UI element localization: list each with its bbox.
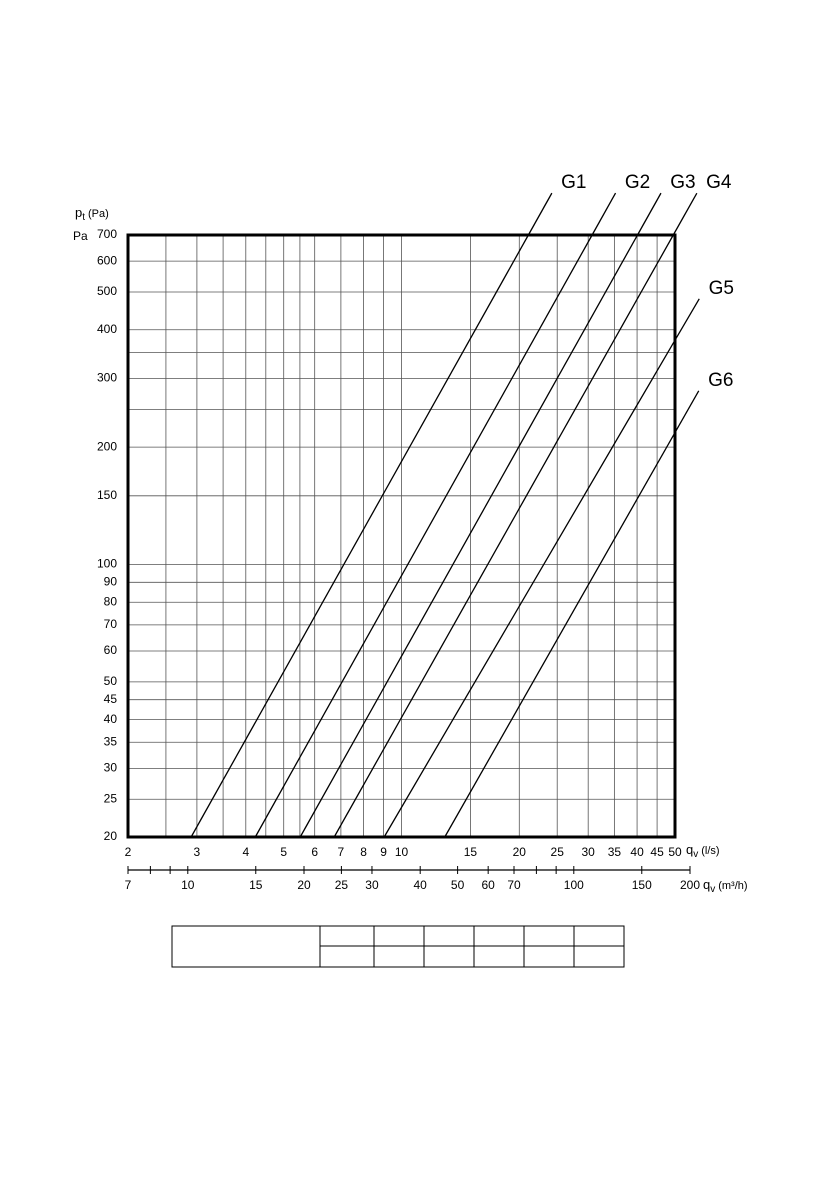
y-tick-label: 90 — [104, 574, 118, 588]
y-unit: Pa — [73, 229, 88, 243]
x2-tick-label: 25 — [335, 878, 349, 892]
y-tick-label: 25 — [104, 791, 118, 805]
x2-tick-label: 15 — [249, 878, 263, 892]
series-leader — [591, 192, 617, 236]
x-tick-label: 7 — [338, 845, 345, 859]
series-label: G2 — [625, 172, 650, 193]
y-tick-label: 700 — [97, 227, 117, 241]
axis-unit: (m³/h) — [718, 880, 747, 892]
series-line — [383, 339, 676, 838]
x2-tick-label: 70 — [507, 878, 521, 892]
x2-tick-label: 10 — [181, 878, 195, 892]
series-line — [190, 234, 529, 838]
series-label: G5 — [709, 278, 734, 299]
series-line — [444, 432, 676, 838]
y-tick-label: 600 — [97, 253, 117, 267]
axis-subscript: t — [82, 212, 85, 223]
axis-symbol: q — [703, 877, 710, 892]
x-tick-label: 45 — [650, 845, 664, 859]
x-tick-label: 15 — [464, 845, 478, 859]
plot-frame — [126, 233, 677, 839]
series-label: G6 — [708, 370, 733, 391]
series-line — [333, 234, 674, 838]
x-tick-label: 10 — [395, 845, 409, 859]
y-tick-label: 50 — [104, 674, 118, 688]
x2-tick-label: 7 — [125, 878, 132, 892]
y-tick-label: 70 — [104, 617, 118, 631]
x-tick-label: 8 — [360, 845, 367, 859]
series-line — [299, 234, 639, 838]
x2-tick-label: 40 — [414, 878, 428, 892]
series-line — [254, 234, 593, 838]
axis-unit: (Pa) — [88, 208, 109, 220]
y-tick-label: 35 — [104, 734, 118, 748]
x-tick-label: 3 — [194, 845, 201, 859]
y-tick-label: 400 — [97, 322, 117, 336]
y-tick-label: 300 — [97, 371, 117, 385]
x-tick-label: 50 — [668, 845, 682, 859]
y-tick-label: 150 — [97, 488, 117, 502]
axis-label: qv (l/s) — [686, 842, 720, 859]
axis-label: pt (Pa) — [75, 205, 109, 222]
y-tick-label: 80 — [104, 594, 118, 608]
series-label: G3 — [670, 172, 695, 193]
axis-unit: (l/s) — [701, 845, 719, 857]
x2-tick-label: 100 — [564, 878, 584, 892]
x-tick-label: 25 — [551, 845, 565, 859]
x2-tick-label: 50 — [451, 878, 465, 892]
x2-tick-label: 150 — [632, 878, 652, 892]
x2-tick-label: 60 — [481, 878, 495, 892]
series-leader — [672, 192, 698, 236]
y-tick-label: 200 — [97, 439, 117, 453]
series-label: G1 — [561, 172, 586, 193]
series-leader — [674, 390, 700, 433]
x-tick-label: 30 — [582, 845, 596, 859]
x-tick-label: 9 — [380, 845, 387, 859]
x-tick-label: 2 — [125, 845, 132, 859]
y-tick-label: 20 — [104, 829, 118, 843]
axis-symbol: q — [686, 842, 693, 857]
x-tick-label: 4 — [242, 845, 249, 859]
x-tick-label: 6 — [311, 845, 318, 859]
x2-tick-label: 20 — [297, 878, 311, 892]
x2-tick-label: 30 — [365, 878, 379, 892]
axis-subscript: v — [693, 849, 698, 860]
y-tick-label: 40 — [104, 712, 118, 726]
x-tick-label: 20 — [513, 845, 527, 859]
axis-label: qv (m³/h) — [703, 877, 748, 894]
y-tick-label: 100 — [97, 557, 117, 571]
x-tick-label: 5 — [280, 845, 287, 859]
axis-symbol: p — [75, 205, 82, 220]
y-tick-label: 60 — [104, 643, 118, 657]
series-leader — [527, 192, 553, 236]
y-tick-label: 30 — [104, 761, 118, 775]
x-tick-label: 40 — [630, 845, 644, 859]
x2-tick-label: 200 — [680, 878, 700, 892]
axis-subscript: v — [710, 884, 715, 895]
series-leader — [636, 192, 662, 236]
x-tick-label: 35 — [608, 845, 622, 859]
y-tick-label: 500 — [97, 284, 117, 298]
series-label: G4 — [706, 172, 732, 193]
y-tick-label: 45 — [104, 692, 118, 706]
empty-table — [171, 925, 625, 968]
series-leader — [674, 298, 700, 341]
